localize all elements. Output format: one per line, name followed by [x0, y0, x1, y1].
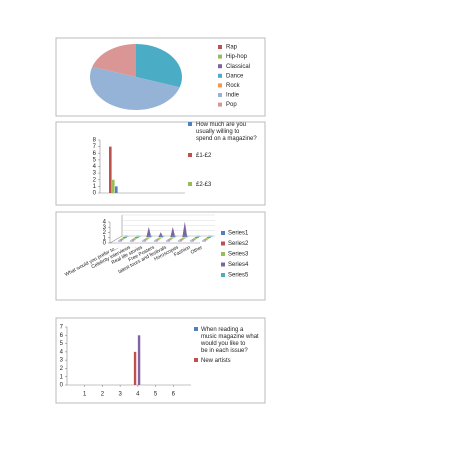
bar	[109, 146, 112, 193]
legend-swatch	[218, 73, 222, 78]
y-tick-label: 1	[103, 235, 107, 241]
legend-swatch	[218, 93, 222, 97]
y-tick-label: 4	[103, 220, 107, 226]
legend-label: Rap	[226, 45, 238, 51]
y-tick-label: 4	[93, 164, 97, 170]
bar	[137, 335, 141, 385]
legend-swatch	[221, 262, 225, 267]
legend-swatch	[218, 54, 222, 59]
legend-swatch	[188, 153, 192, 157]
legend-label: Classical	[226, 64, 250, 70]
y-tick-label: 1	[93, 184, 97, 190]
pie-slice	[92, 44, 136, 77]
bar	[115, 186, 118, 193]
legend-label: When reading a music magazine what would y…	[200, 327, 259, 354]
x-tick-label: 1	[83, 392, 87, 398]
legend-swatch	[218, 102, 222, 107]
legend-swatch	[194, 327, 198, 331]
y-tick-label: 2	[60, 366, 64, 372]
y-tick-label: 0	[93, 191, 97, 197]
legend-label: Hip-hop	[226, 54, 248, 60]
legend-label: £2-£3	[196, 182, 212, 188]
y-tick-label: 4	[60, 349, 64, 355]
legend-label: Series1	[228, 231, 249, 237]
legend-label: Rock	[226, 83, 241, 89]
legend-swatch	[218, 45, 222, 49]
legend-label: Series5	[228, 273, 249, 279]
y-tick-label: 3	[60, 358, 64, 364]
chart-frame	[55, 211, 266, 301]
y-tick-label: 3	[93, 171, 97, 177]
pie-slice	[90, 66, 180, 110]
x-tick-label: 5	[154, 392, 158, 398]
y-tick-label: 3	[103, 225, 107, 231]
legend-swatch	[194, 358, 198, 362]
legend-label: Indie	[226, 93, 240, 99]
y-tick-label: 5	[93, 157, 97, 163]
x-tick-label: 2	[101, 392, 105, 398]
legend-label: Series2	[228, 241, 249, 247]
y-tick-label: 6	[60, 333, 64, 339]
y-tick-label: 6	[93, 151, 97, 157]
legend-label: Pop	[226, 102, 237, 108]
chart-frame	[55, 317, 266, 404]
y-tick-label: 8	[93, 138, 97, 144]
x-tick-label: Other	[190, 244, 204, 255]
y-tick-label: 0	[103, 241, 107, 247]
legend-swatch	[218, 83, 222, 88]
legend-label: How much are you usually willing to spend …	[196, 122, 257, 142]
y-tick-label: 1	[60, 374, 64, 380]
legend-label: Series4	[228, 262, 249, 268]
bar	[112, 179, 115, 193]
legend-swatch	[221, 273, 225, 277]
cone	[146, 226, 152, 238]
y-tick-label: 5	[60, 341, 64, 347]
legend-swatch	[188, 122, 192, 126]
chart-frame	[55, 121, 266, 206]
legend-swatch	[188, 182, 192, 186]
legend-label: £1-£2	[196, 153, 212, 159]
legend-label: Dance	[226, 73, 244, 79]
y-tick-label: 7	[60, 325, 64, 331]
legend-swatch	[221, 241, 225, 246]
legend-swatch	[218, 64, 222, 69]
y-tick-label: 2	[103, 230, 107, 236]
x-tick-label: 3	[118, 392, 122, 398]
legend-swatch	[221, 252, 225, 256]
legend-label: New artists	[201, 358, 231, 364]
x-tick-label: 4	[136, 392, 140, 398]
cone	[182, 221, 188, 238]
legend-swatch	[221, 231, 225, 235]
x-tick-label: 6	[172, 392, 176, 398]
pie-slice	[136, 44, 182, 88]
legend-label: Series3	[228, 252, 249, 258]
y-tick-label: 2	[93, 177, 97, 183]
cone	[170, 226, 176, 238]
y-tick-label: 0	[60, 383, 64, 389]
y-tick-label: 7	[93, 144, 97, 150]
bar	[133, 351, 137, 385]
